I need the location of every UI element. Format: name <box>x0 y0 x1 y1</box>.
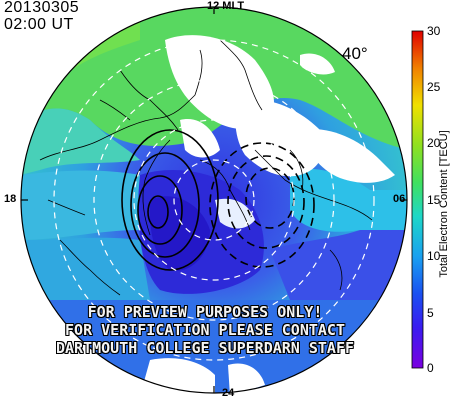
time-label: 02:00 UT <box>4 16 74 33</box>
mlt-ticks <box>21 7 407 393</box>
mlt-label-bottom: 24 <box>222 387 235 399</box>
colorbar-tick: 10 <box>427 249 441 263</box>
watermark-line-1: FOR PREVIEW PURPOSES ONLY! <box>87 303 323 321</box>
colorbar-tick: 25 <box>427 80 441 94</box>
tec-map-disc <box>21 7 407 393</box>
date-label: 20130305 <box>4 0 80 16</box>
watermark-line-3: DARTMOUTH COLLEGE SUPERDARN STAFF <box>55 339 354 357</box>
watermark-line-2: FOR VERIFICATION PLEASE CONTACT <box>65 321 345 339</box>
mlt-label-right: 06 <box>393 193 406 205</box>
colorbar-tick: 20 <box>427 136 441 150</box>
colorbar-title: Total Electron Content [TECU] <box>438 130 450 278</box>
mlt-label-top: 12 MLT <box>207 0 245 12</box>
colorbar-tick: 30 <box>427 24 441 38</box>
latitude-label: 40° <box>342 44 368 63</box>
colorbar-tick: 5 <box>427 306 434 320</box>
mlt-label-left: 18 <box>4 193 17 205</box>
latitude-grid <box>53 39 375 361</box>
colorbar <box>411 30 424 369</box>
colorbar-tick: 15 <box>427 193 441 207</box>
colorbar-tick: 0 <box>427 361 434 375</box>
